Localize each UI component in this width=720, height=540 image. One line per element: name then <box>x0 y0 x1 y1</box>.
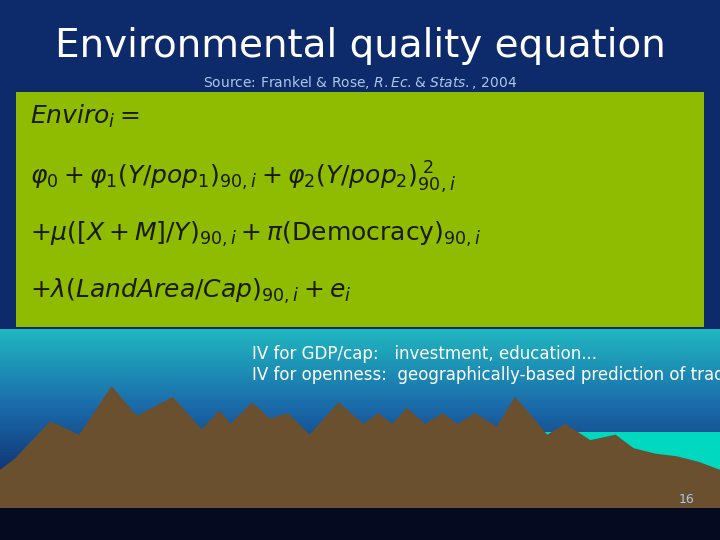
Text: Source: Frankel & Rose, $\mathit{R.Ec.}$& $\mathit{Stats.}$, 2004: Source: Frankel & Rose, $\mathit{R.Ec.}$… <box>203 73 517 91</box>
Text: Environmental quality equation: Environmental quality equation <box>55 27 665 65</box>
Bar <box>0 386 720 389</box>
Bar <box>0 370 720 374</box>
Bar <box>0 435 720 439</box>
Bar <box>0 331 720 335</box>
Bar <box>0 480 720 483</box>
Bar <box>0 508 720 540</box>
Bar <box>0 448 720 452</box>
Bar <box>0 375 720 379</box>
Bar <box>0 328 720 332</box>
Bar <box>0 417 720 421</box>
Bar <box>0 467 720 470</box>
Bar <box>0 430 720 434</box>
Bar <box>0 360 720 363</box>
Bar <box>0 454 720 457</box>
Bar <box>0 354 720 358</box>
Bar <box>0 425 720 429</box>
Bar <box>0 456 720 460</box>
Bar <box>0 367 720 371</box>
Bar <box>0 475 720 478</box>
Bar <box>0 409 720 413</box>
Text: $\mathit{Enviro}_i = $: $\mathit{Enviro}_i = $ <box>30 103 140 130</box>
Bar <box>0 396 720 400</box>
Bar <box>0 339 720 342</box>
Bar <box>0 399 720 402</box>
Text: $+ \lambda(\mathit{LandArea} / \mathit{Cap})_{90,i} + e_i$: $+ \lambda(\mathit{LandArea} / \mathit{C… <box>30 277 351 306</box>
Bar <box>0 334 720 337</box>
Bar <box>0 464 720 468</box>
Text: $+ \mu([X + M] / Y)_{90,i} + \pi(\mathrm{Democracy})_{90,i}$: $+ \mu([X + M] / Y)_{90,i} + \pi(\mathrm… <box>30 220 482 249</box>
Bar <box>0 415 720 418</box>
Bar <box>0 349 720 353</box>
Bar <box>0 341 720 345</box>
Bar <box>0 391 720 395</box>
Bar <box>0 404 720 408</box>
Text: IV for openness:  geographically-based prediction of trade: IV for openness: geographically-based pr… <box>252 366 720 384</box>
Bar <box>0 438 720 442</box>
Bar <box>16 92 704 327</box>
Bar <box>0 469 720 473</box>
Bar <box>0 461 720 465</box>
Text: 16: 16 <box>679 493 695 506</box>
Bar <box>0 477 720 481</box>
Bar <box>0 336 720 340</box>
Bar <box>0 401 720 405</box>
Bar <box>0 446 720 449</box>
Text: IV for GDP/cap:   investment, education...: IV for GDP/cap: investment, education... <box>252 345 597 363</box>
Bar <box>0 422 720 426</box>
Bar <box>0 420 720 423</box>
Bar <box>0 381 720 384</box>
Bar <box>0 459 720 462</box>
Bar <box>0 451 720 455</box>
Bar <box>0 365 720 368</box>
Bar <box>0 352 720 355</box>
Bar <box>0 347 720 350</box>
Bar <box>418 432 720 508</box>
Bar <box>0 383 720 387</box>
Text: $\varphi_0 + \varphi_1(Y / pop_1)_{90,i} + \varphi_2(Y / pop_2)_{90,i}^{\;2}$: $\varphi_0 + \varphi_1(Y / pop_1)_{90,i}… <box>30 160 456 196</box>
Bar <box>0 344 720 348</box>
Bar <box>0 472 720 476</box>
Bar <box>0 470 720 540</box>
Bar <box>0 412 720 416</box>
Bar <box>0 428 720 431</box>
Bar <box>0 0 720 329</box>
Bar <box>0 362 720 366</box>
Bar <box>0 378 720 382</box>
Bar <box>0 373 720 376</box>
Bar <box>0 441 720 444</box>
Bar <box>0 388 720 392</box>
Bar <box>0 482 720 486</box>
Polygon shape <box>0 386 720 540</box>
Bar <box>0 443 720 447</box>
Bar <box>0 357 720 361</box>
Bar <box>0 407 720 410</box>
Bar <box>0 394 720 397</box>
Bar <box>0 433 720 436</box>
